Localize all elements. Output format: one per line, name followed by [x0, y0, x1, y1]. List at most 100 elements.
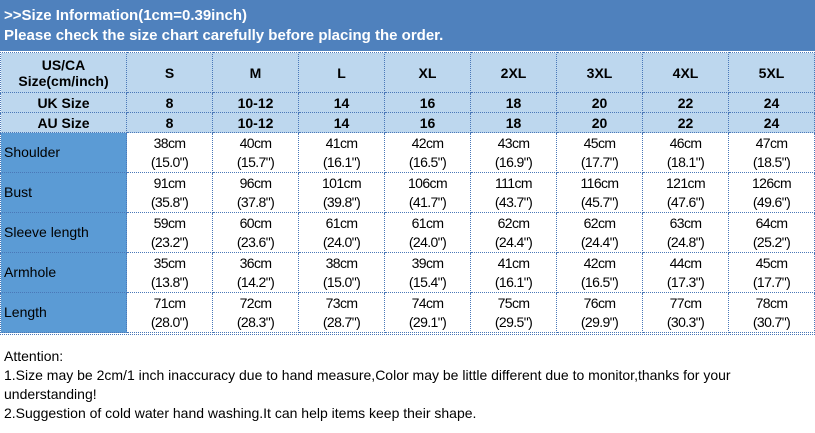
measurement-cell: 73cm (28.7") — [298, 292, 385, 333]
measurement-cell: 45cm (17.7") — [556, 132, 643, 173]
measurement-cell: 42cm (16.5") — [556, 252, 643, 293]
measurement-cell: 38cm (15.0") — [298, 252, 385, 293]
inch-value: (29.5") — [494, 313, 533, 330]
cm-value: 41cm — [497, 254, 530, 271]
cm-value: 61cm — [325, 214, 358, 231]
inch-value: (14.2") — [236, 273, 275, 290]
measurement-cell: 71cm (28.0") — [126, 292, 213, 333]
cm-value: 63cm — [669, 214, 702, 231]
banner-subtitle: Please check the size chart carefully be… — [4, 27, 444, 44]
inch-value: (15.0") — [322, 273, 361, 290]
measurement-label: Shoulder — [0, 132, 127, 173]
measurement-cell: 40cm (15.7") — [212, 132, 299, 173]
corner-label-line: Size(cm/inch) — [18, 72, 109, 89]
measurement-cell: 91cm (35.8") — [126, 172, 213, 213]
inch-value: (17.3") — [666, 273, 705, 290]
inch-value: (17.7") — [752, 273, 791, 290]
uk-size-row: UK Size 8 10-12 14 16 18 20 22 24 — [0, 92, 815, 113]
measurement-cell: 75cm (29.5") — [470, 292, 557, 333]
measurement-cell: 41cm (16.1") — [470, 252, 557, 293]
cm-value: 106cm — [407, 174, 448, 191]
size-header-xl: XL — [384, 52, 471, 93]
inch-value: (39.8") — [322, 193, 361, 210]
measurement-cell: 62cm (24.4") — [556, 212, 643, 253]
cm-value: 62cm — [497, 214, 530, 231]
size-chart-table: US/CA Size(cm/inch) S M L XL 2XL 3XL 4XL 5XL UK Si… — [0, 52, 815, 333]
cm-value: 44cm — [669, 254, 702, 271]
uk-size-value: 18 — [470, 92, 557, 113]
cm-value: 101cm — [321, 174, 362, 191]
inch-value: (25.2") — [752, 233, 791, 250]
inch-value: (28.7") — [322, 313, 361, 330]
au-size-value: 24 — [728, 112, 815, 133]
inch-value: (16.1") — [322, 153, 361, 170]
measurement-cell: 76cm (29.9") — [556, 292, 643, 333]
measurement-label: Armhole — [0, 252, 127, 293]
measurement-cell: 62cm (24.4") — [470, 212, 557, 253]
cm-value: 75cm — [497, 294, 530, 311]
cm-value: 46cm — [669, 134, 702, 151]
measurement-cell: 36cm (14.2") — [212, 252, 299, 293]
cm-value: 74cm — [411, 294, 444, 311]
size-info-banner: >>Size Information(1cm=0.39inch) Please … — [0, 0, 815, 52]
measurement-cell: 111cm (43.7") — [470, 172, 557, 213]
inch-value: (24.0") — [408, 233, 447, 250]
cm-value: 59cm — [153, 214, 186, 231]
inch-value: (17.7") — [580, 153, 619, 170]
measurement-cell: 35cm (13.8") — [126, 252, 213, 293]
measurement-cell: 74cm (29.1") — [384, 292, 471, 333]
us-size-row: US/CA Size(cm/inch) S M L XL 2XL 3XL 4XL 5XL — [0, 52, 815, 93]
au-size-value: 10-12 — [212, 112, 299, 133]
inch-value: (15.4") — [408, 273, 447, 290]
size-header-l: L — [298, 52, 385, 93]
cm-value: 62cm — [583, 214, 616, 231]
inch-value: (49.6") — [752, 193, 791, 210]
inch-value: (16.1") — [494, 273, 533, 290]
cm-value: 116cm — [580, 174, 620, 191]
banner-title: >>Size Information(1cm=0.39inch) — [4, 7, 247, 24]
cm-value: 45cm — [583, 134, 616, 151]
measurement-cell: 47cm (18.5") — [728, 132, 815, 173]
inch-value: (16.5") — [580, 273, 619, 290]
cm-value: 41cm — [325, 134, 358, 151]
cm-value: 38cm — [325, 254, 358, 271]
measurement-label: Bust — [0, 172, 127, 213]
cm-value: 91cm — [153, 174, 186, 191]
cm-value: 38cm — [153, 134, 186, 151]
measurement-cell: 126cm (49.6") — [728, 172, 815, 213]
au-size-value: 22 — [642, 112, 729, 133]
inch-value: (23.2") — [150, 233, 189, 250]
cm-value: 111cm — [495, 174, 533, 191]
measurement-cell: 43cm (16.9") — [470, 132, 557, 173]
measurement-cell: 44cm (17.3") — [642, 252, 729, 293]
measurement-cell: 116cm (45.7") — [556, 172, 643, 213]
inch-value: (41.7") — [408, 193, 447, 210]
inch-value: (23.6") — [236, 233, 275, 250]
cm-value: 45cm — [755, 254, 788, 271]
au-size-row: AU Size 8 10-12 14 16 18 20 22 24 — [0, 112, 815, 133]
inch-value: (16.5") — [408, 153, 447, 170]
measurement-cell: 61cm (24.0") — [384, 212, 471, 253]
inch-value: (24.4") — [580, 233, 619, 250]
uk-size-value: 20 — [556, 92, 643, 113]
inch-value: (29.9") — [580, 313, 619, 330]
uk-size-label: UK Size — [0, 92, 127, 113]
uk-size-value: 10-12 — [212, 92, 299, 113]
inch-value: (37.8") — [236, 193, 275, 210]
cm-value: 121cm — [665, 174, 706, 191]
inch-value: (15.7") — [236, 153, 275, 170]
uk-size-value: 14 — [298, 92, 385, 113]
size-header-m: M — [212, 52, 299, 93]
inch-value: (35.8") — [150, 193, 189, 210]
uk-size-value: 24 — [728, 92, 815, 113]
measurement-cell: 46cm (18.1") — [642, 132, 729, 173]
note-line: 1.Size may be 2cm/1 inch inaccuracy due … — [4, 367, 731, 402]
cm-value: 42cm — [583, 254, 616, 271]
au-size-value: 8 — [126, 112, 213, 133]
au-size-value: 18 — [470, 112, 557, 133]
size-header-4xl: 4XL — [642, 52, 729, 93]
cm-value: 96cm — [239, 174, 272, 191]
table-row: Bust 91cm (35.8") 96cm (37.8") 101cm (39.8") 10… — [0, 172, 815, 213]
cm-value: 76cm — [583, 294, 616, 311]
size-header-3xl: 3XL — [556, 52, 643, 93]
